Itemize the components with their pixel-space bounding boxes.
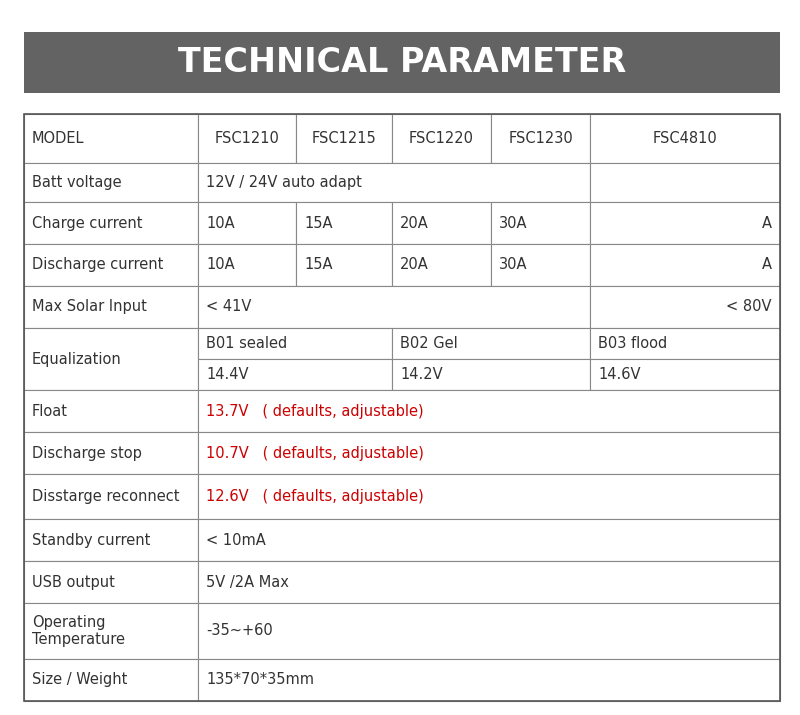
Bar	[24, 561, 198, 603]
Text: 13.7V   ( defaults, adjustable): 13.7V ( defaults, adjustable)	[206, 404, 424, 419]
Bar	[198, 659, 780, 701]
Bar	[24, 390, 198, 433]
Text: FSC4810: FSC4810	[653, 132, 718, 147]
Bar	[392, 327, 590, 359]
Text: B01 sealed: B01 sealed	[206, 336, 288, 351]
Bar	[198, 519, 780, 561]
Bar	[590, 163, 780, 202]
Bar	[24, 659, 198, 701]
Bar	[590, 114, 780, 163]
Text: MODEL: MODEL	[32, 132, 85, 147]
Bar	[198, 359, 392, 390]
Text: 5V /2A Max: 5V /2A Max	[206, 575, 290, 590]
Bar	[24, 163, 198, 202]
Text: Standby current: Standby current	[32, 533, 150, 548]
Text: FSC1215: FSC1215	[312, 132, 376, 147]
Text: 20A: 20A	[400, 257, 429, 272]
Bar	[590, 359, 780, 390]
Text: Discharge current: Discharge current	[32, 257, 163, 272]
Bar	[296, 202, 392, 244]
Text: Disstarge reconnect: Disstarge reconnect	[32, 489, 179, 504]
Bar	[198, 286, 590, 327]
Bar	[198, 474, 780, 519]
Text: 12V / 24V auto adapt: 12V / 24V auto adapt	[206, 175, 362, 190]
Text: 14.4V: 14.4V	[206, 368, 249, 383]
Bar	[198, 244, 296, 286]
Text: FSC1210: FSC1210	[214, 132, 280, 147]
Bar	[392, 359, 590, 390]
Text: TECHNICAL PARAMETER: TECHNICAL PARAMETER	[178, 46, 626, 79]
Bar	[24, 433, 198, 474]
Bar	[491, 114, 590, 163]
Bar	[24, 114, 780, 701]
Text: 135*70*35mm: 135*70*35mm	[206, 672, 314, 687]
Text: B02 Gel: B02 Gel	[400, 336, 458, 351]
Bar	[198, 327, 392, 359]
Text: 15A: 15A	[304, 257, 333, 272]
Bar	[24, 519, 198, 561]
Bar	[198, 603, 780, 659]
Bar	[24, 114, 198, 163]
Bar	[24, 603, 198, 659]
Bar	[590, 286, 780, 327]
Bar	[296, 244, 392, 286]
Bar	[590, 244, 780, 286]
Text: 12.6V   ( defaults, adjustable): 12.6V ( defaults, adjustable)	[206, 489, 424, 504]
Text: B03 flood: B03 flood	[598, 336, 668, 351]
Text: Charge current: Charge current	[32, 216, 142, 231]
Bar	[590, 202, 780, 244]
Bar	[198, 433, 780, 474]
Text: Size / Weight: Size / Weight	[32, 672, 127, 687]
Text: Operating
Temperature: Operating Temperature	[32, 615, 125, 647]
Text: Max Solar Input: Max Solar Input	[32, 300, 147, 315]
Bar	[198, 390, 780, 433]
Text: Float: Float	[32, 404, 68, 419]
Text: 10.7V   ( defaults, adjustable): 10.7V ( defaults, adjustable)	[206, 445, 424, 460]
Text: USB output: USB output	[32, 575, 115, 590]
Text: 14.6V: 14.6V	[598, 368, 641, 383]
Bar	[24, 286, 198, 327]
Text: 20A: 20A	[400, 216, 429, 231]
Bar	[24, 327, 198, 390]
Text: A: A	[762, 216, 772, 231]
Bar	[198, 561, 780, 603]
Text: FSC1230: FSC1230	[509, 132, 573, 147]
Text: 30A: 30A	[499, 257, 528, 272]
Text: -35~+60: -35~+60	[206, 623, 273, 638]
Bar	[491, 244, 590, 286]
Bar	[198, 202, 296, 244]
Text: FSC1220: FSC1220	[409, 132, 474, 147]
Text: 14.2V: 14.2V	[400, 368, 442, 383]
Text: Discharge stop: Discharge stop	[32, 445, 142, 460]
Bar	[24, 474, 198, 519]
Bar	[392, 244, 491, 286]
Text: 10A: 10A	[206, 216, 235, 231]
Text: Equalization: Equalization	[32, 352, 122, 367]
Bar	[296, 114, 392, 163]
Text: < 80V: < 80V	[726, 300, 772, 315]
Text: 15A: 15A	[304, 216, 333, 231]
Bar	[491, 202, 590, 244]
Text: A: A	[762, 257, 772, 272]
Text: 30A: 30A	[499, 216, 528, 231]
Text: < 41V: < 41V	[206, 300, 252, 315]
Bar	[198, 163, 590, 202]
Bar	[392, 114, 491, 163]
Bar	[198, 114, 296, 163]
Bar	[392, 202, 491, 244]
Bar	[24, 244, 198, 286]
Bar	[24, 202, 198, 244]
Bar	[24, 32, 780, 93]
Text: 10A: 10A	[206, 257, 235, 272]
Bar	[590, 327, 780, 359]
Text: < 10mA: < 10mA	[206, 533, 266, 548]
Text: Batt voltage: Batt voltage	[32, 175, 122, 190]
